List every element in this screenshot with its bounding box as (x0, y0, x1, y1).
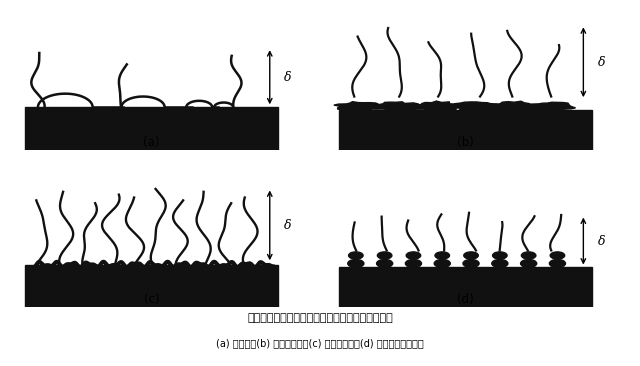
Circle shape (434, 259, 451, 268)
Circle shape (492, 259, 508, 268)
Text: δ: δ (284, 71, 292, 84)
Bar (25, 265, 278, 307)
Circle shape (463, 259, 479, 268)
Circle shape (405, 259, 422, 268)
Bar (339, 268, 592, 307)
Circle shape (349, 252, 363, 259)
Circle shape (348, 259, 364, 268)
Circle shape (493, 252, 507, 259)
Circle shape (550, 252, 564, 259)
Polygon shape (372, 102, 420, 111)
Polygon shape (334, 102, 383, 112)
Circle shape (376, 259, 393, 268)
Circle shape (520, 259, 537, 268)
Polygon shape (452, 102, 502, 112)
Text: (c): (c) (144, 293, 159, 306)
Text: 不同分子结构的聚合物在陶瓷粉体表面的吸阻构型: 不同分子结构的聚合物在陶瓷粉体表面的吸阻构型 (247, 313, 393, 323)
Bar (25, 107, 278, 150)
Text: (b): (b) (457, 136, 474, 149)
Circle shape (522, 252, 536, 259)
Circle shape (435, 252, 449, 259)
Bar (339, 110, 592, 150)
Circle shape (406, 252, 420, 259)
Circle shape (549, 259, 566, 268)
Circle shape (464, 252, 478, 259)
Polygon shape (489, 101, 536, 112)
Polygon shape (527, 102, 575, 111)
Text: δ: δ (598, 56, 605, 69)
Text: δ: δ (284, 219, 292, 232)
Text: (a): (a) (143, 136, 160, 149)
Polygon shape (413, 101, 460, 112)
Text: (a) 同聚物；(b) 二段共聚物；(c) 梳状共聚物；(d) 功能性短链分散剂: (a) 同聚物；(b) 二段共聚物；(c) 梳状共聚物；(d) 功能性短链分散剂 (216, 339, 424, 348)
Text: δ: δ (598, 235, 605, 247)
Circle shape (378, 252, 392, 259)
Text: (d): (d) (457, 293, 474, 306)
